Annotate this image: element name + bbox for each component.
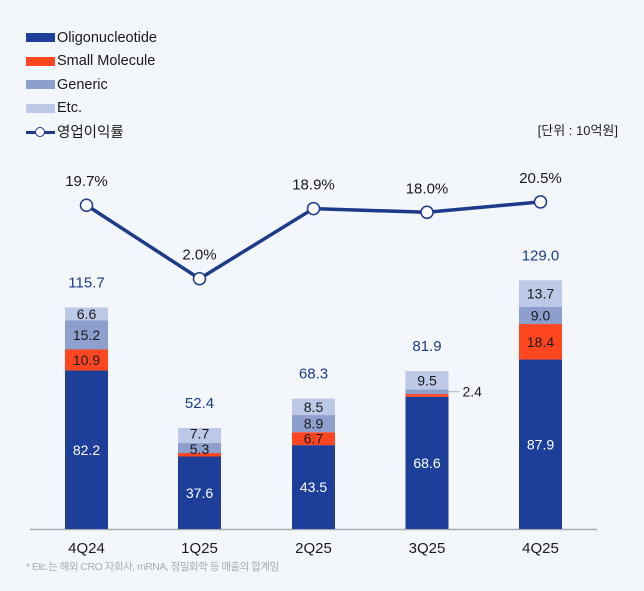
bar-segment-small-molecule xyxy=(519,324,562,360)
bar-value-label: 37.6 xyxy=(186,485,213,501)
legend-label: Oligonucleotide xyxy=(57,29,157,46)
x-tick-label: 1Q25 xyxy=(181,540,218,557)
bar-segment-generic xyxy=(405,389,449,395)
bar-total-label: 68.3 xyxy=(299,366,328,383)
legend-swatch-generic xyxy=(26,80,55,90)
operating-margin-label: 18.0% xyxy=(406,180,449,197)
bar-value-label: 8.5 xyxy=(304,399,324,415)
bar-segment-small-molecule xyxy=(292,432,335,446)
operating-margin-label: 18.9% xyxy=(292,177,335,194)
bar-segment-small-molecule xyxy=(178,453,221,457)
bar-value-label: 43.5 xyxy=(300,479,327,495)
bar-total-label: 52.4 xyxy=(185,395,214,412)
legend-line-marker-icon xyxy=(26,126,55,138)
bar-segment-etc xyxy=(65,307,108,321)
legend-item-small-molecule: Small Molecule xyxy=(26,50,157,74)
unit-label: [단위 : 10억원] xyxy=(537,123,618,138)
bar-value-label: 87.9 xyxy=(527,436,554,452)
bar-segment-generic xyxy=(292,415,335,433)
legend-item-etc: Etc. xyxy=(26,97,157,121)
bar-segment-etc xyxy=(405,371,449,390)
bar-segment-oligonucleotide xyxy=(519,359,562,529)
bar-segment-small-molecule xyxy=(65,349,108,371)
bar-total-label: 129.0 xyxy=(522,247,560,264)
bar-value-label: 13.7 xyxy=(527,285,554,301)
bar-value-label: 5.3 xyxy=(190,441,210,457)
bar-value-label: 2.4 xyxy=(463,384,483,400)
operating-margin-label: 19.7% xyxy=(65,173,108,190)
bar-value-label: 7.7 xyxy=(190,425,210,441)
legend-swatch-small-molecule xyxy=(26,56,55,66)
bar-value-label: 82.2 xyxy=(73,442,100,458)
legend-swatch-etc xyxy=(26,103,55,113)
bar-value-label: 8.9 xyxy=(304,416,324,432)
footnote: * Etc.는 해외 CRO 자회사, mRNA, 정밀화학 등 매출의 합계임 xyxy=(26,561,279,573)
legend-label: Small Molecule xyxy=(57,53,156,70)
bar-total-label: 81.9 xyxy=(412,338,441,355)
bar-segment-generic xyxy=(519,306,562,325)
bar-value-label: 10.9 xyxy=(73,352,100,368)
legend-item-generic: Generic xyxy=(26,73,157,97)
legend-label: Generic xyxy=(57,76,108,93)
operating-margin-point xyxy=(420,205,434,220)
operating-margin-label: 20.5% xyxy=(519,170,562,187)
bar-value-label: 6.7 xyxy=(304,431,324,447)
bar-segment-oligonucleotide xyxy=(292,445,335,529)
bar-segment-etc xyxy=(292,398,335,416)
operating-margin-point xyxy=(79,198,94,212)
operating-margin-label: 2.0% xyxy=(182,247,216,264)
operating-margin-point xyxy=(533,195,548,209)
bar-value-label: 18.4 xyxy=(527,334,554,350)
bar-segment-oligonucleotide xyxy=(405,396,449,529)
legend-swatch-oligonucleotide xyxy=(26,33,55,43)
legend-item-operating-margin: 영업이익률 xyxy=(26,120,157,144)
bar-value-label: 9.5 xyxy=(417,372,437,388)
bar-segment-oligonucleotide xyxy=(178,456,221,529)
legend-label: 영업이익률 xyxy=(57,125,124,142)
bar-segment-etc xyxy=(178,427,221,443)
bar-value-label: 9.0 xyxy=(531,307,551,323)
bar-segment-generic xyxy=(65,320,108,350)
bar-total-label: 115.7 xyxy=(68,274,104,291)
bar-value-label: 68.6 xyxy=(413,455,440,471)
bar-segment-generic xyxy=(178,442,221,454)
x-tick-label: 2Q25 xyxy=(295,540,332,557)
operating-margin-point xyxy=(192,271,207,286)
bar-value-label: 6.6 xyxy=(77,306,97,322)
legend-label: Etc. xyxy=(57,100,82,117)
operating-margin-point xyxy=(306,201,321,216)
bar-segment-oligonucleotide xyxy=(65,370,108,529)
bar-segment-small-molecule xyxy=(405,394,449,397)
legend: Oligonucleotide Small Molecule Generic E… xyxy=(26,26,157,144)
bar-value-label: 15.2 xyxy=(73,327,100,343)
x-tick-label: 4Q24 xyxy=(68,540,105,557)
legend-item-oligonucleotide: Oligonucleotide xyxy=(26,26,157,50)
x-tick-label: 4Q25 xyxy=(522,540,559,557)
bar-segment-etc xyxy=(519,280,562,307)
x-tick-label: 3Q25 xyxy=(409,540,446,557)
